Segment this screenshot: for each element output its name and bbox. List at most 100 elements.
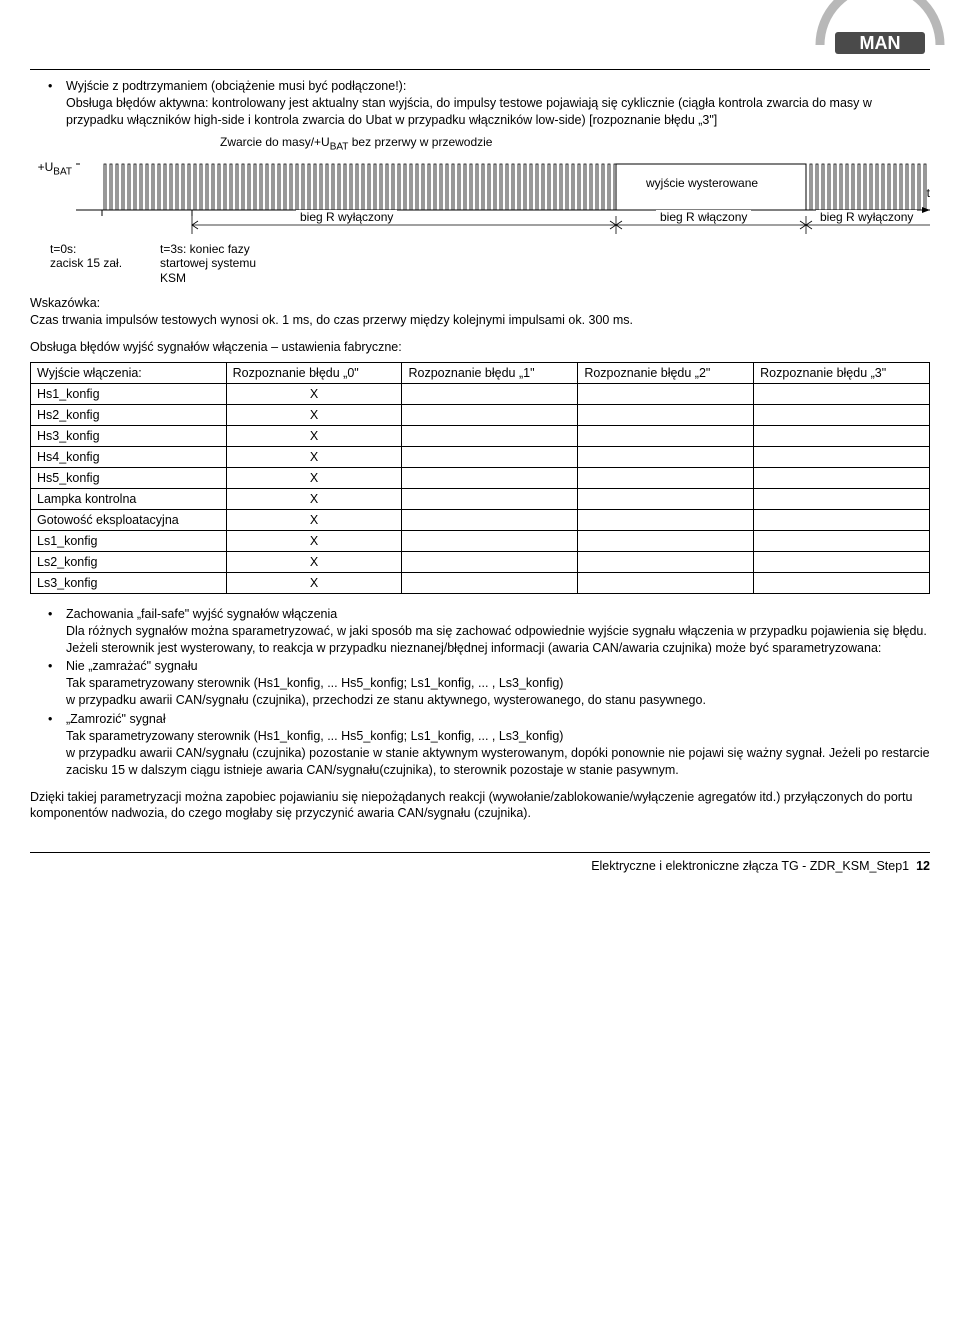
table-cell: [754, 551, 930, 572]
table-cell: [402, 572, 578, 593]
table-cell: X: [226, 446, 402, 467]
bullet-title: „Zamrozić" sygnał: [66, 712, 166, 726]
table-cell: [402, 404, 578, 425]
bullet-text: Wyjście z podtrzymaniem (obciążenie musi…: [66, 79, 406, 93]
table-cell: [754, 509, 930, 530]
table-row: Ls1_konfigX: [31, 530, 930, 551]
table-cell: Lampka kontrolna: [31, 488, 227, 509]
table-cell: X: [226, 383, 402, 404]
table-cell: [402, 509, 578, 530]
table-cell: Hs1_konfig: [31, 383, 227, 404]
table-cell: Gotowość eksploatacyjna: [31, 509, 227, 530]
list-item: „Zamrozić" sygnał Tak sparametryzowany s…: [66, 711, 930, 779]
table-cell: [402, 530, 578, 551]
table-cell: [402, 446, 578, 467]
hint-block: Wskazówka: Czas trwania impulsów testowy…: [30, 295, 930, 329]
table-cell: [578, 467, 754, 488]
table-cell: [578, 551, 754, 572]
hint-body: Czas trwania impulsów testowych wynosi o…: [30, 313, 633, 327]
bullet-title: Nie „zamrażać" sygnału: [66, 659, 198, 673]
table-cell: Ls3_konfig: [31, 572, 227, 593]
table-cell: Ls2_konfig: [31, 551, 227, 572]
table-cell: Hs3_konfig: [31, 425, 227, 446]
table-cell: [578, 488, 754, 509]
table-cell: [578, 425, 754, 446]
table-cell: X: [226, 551, 402, 572]
table-header: Rozpoznanie błędu „1": [402, 362, 578, 383]
segment-brackets: [76, 216, 930, 238]
table-cell: [402, 467, 578, 488]
bullet-body: Dla różnych sygnałów można sparametryzow…: [66, 624, 927, 655]
table-intro: Obsługa błędów wyjść sygnałów włączenia …: [30, 339, 930, 356]
bullet-line: Tak sparametryzowany sterownik (Hs1_konf…: [66, 676, 563, 690]
table-cell: [578, 572, 754, 593]
bullet-list-1: Wyjście z podtrzymaniem (obciążenie musi…: [30, 78, 930, 129]
table-cell: [754, 446, 930, 467]
table-row: Hs5_konfigX: [31, 467, 930, 488]
table-cell: [754, 425, 930, 446]
table-row: Hs3_konfigX: [31, 425, 930, 446]
bullet-line: Tak sparametryzowany sterownik (Hs1_konf…: [66, 729, 563, 743]
bullet-line: w przypadku awarii CAN/sygnału (czujnika…: [66, 693, 706, 707]
table-header: Rozpoznanie błędu „2": [578, 362, 754, 383]
table-row: Ls3_konfigX: [31, 572, 930, 593]
table-cell: [754, 404, 930, 425]
page-header: MAN: [30, 0, 930, 70]
diagram-caption: Zwarcie do masy/+UBAT bez przerwy w prze…: [30, 135, 930, 152]
table-cell: Hs4_konfig: [31, 446, 227, 467]
table-cell: [578, 530, 754, 551]
table-cell: Hs2_konfig: [31, 404, 227, 425]
closing-paragraph: Dzięki takiej parametryzacji można zapob…: [30, 789, 930, 823]
table-header: Wyjście włączenia:: [31, 362, 227, 383]
table-cell: [578, 446, 754, 467]
timing-diagram: Zwarcie do masy/+UBAT bez przerwy w prze…: [30, 135, 930, 286]
table-row: Ls2_konfigX: [31, 551, 930, 572]
table-cell: X: [226, 530, 402, 551]
bullet-continuation: Obsługa błędów aktywna: kontrolowany jes…: [66, 96, 872, 127]
table-cell: X: [226, 467, 402, 488]
table-cell: X: [226, 572, 402, 593]
table-cell: Ls1_konfig: [31, 530, 227, 551]
table-cell: X: [226, 425, 402, 446]
segment-label-1: bieg R wyłączony: [296, 210, 397, 224]
bullet-title: Zachowania „fail-safe" wyjść sygnałów wł…: [66, 607, 337, 621]
segment-label-2: bieg R włączony: [656, 210, 751, 224]
list-item: Nie „zamrażać" sygnału Tak sparametryzow…: [66, 658, 930, 709]
timing-waveform: [76, 158, 930, 216]
page-number: 12: [916, 859, 930, 873]
table-cell: [402, 383, 578, 404]
table-row: Lampka kontrolnaX: [31, 488, 930, 509]
table-header-row: Wyjście włączenia: Rozpoznanie błędu „0"…: [31, 362, 930, 383]
table-cell: [578, 404, 754, 425]
list-item: Wyjście z podtrzymaniem (obciążenie musi…: [66, 78, 930, 129]
table-cell: [402, 425, 578, 446]
t3-label: t=3s: koniec fazy startowej systemu KSM: [160, 242, 360, 285]
table-cell: [402, 551, 578, 572]
table-cell: [402, 488, 578, 509]
page-content: Wyjście z podtrzymaniem (obciążenie musi…: [0, 70, 960, 822]
bullet-list-2: Zachowania „fail-safe" wyjść sygnałów wł…: [30, 606, 930, 779]
table-row: Gotowość eksploatacyjnaX: [31, 509, 930, 530]
table-cell: [754, 572, 930, 593]
bullet-line: w przypadku awarii CAN/sygnału (czujnika…: [66, 746, 930, 777]
table-cell: [578, 509, 754, 530]
t0-label: t=0s: zacisk 15 zał.: [50, 242, 160, 285]
table-cell: [578, 383, 754, 404]
hint-title: Wskazówka:: [30, 296, 100, 310]
table-row: Hs4_konfigX: [31, 446, 930, 467]
table-cell: [754, 383, 930, 404]
y-axis-label: +UBAT: [30, 158, 76, 177]
table-cell: [754, 467, 930, 488]
diagram-overlay-text: wyjście wysterowane: [646, 176, 758, 190]
list-item: Zachowania „fail-safe" wyjść sygnałów wł…: [66, 606, 930, 657]
table-row: Hs2_konfigX: [31, 404, 930, 425]
footer-text: Elektryczne i elektroniczne złącza TG - …: [591, 859, 909, 873]
time-axis-label: t: [927, 186, 930, 200]
table-row: Hs1_konfigX: [31, 383, 930, 404]
table-cell: X: [226, 404, 402, 425]
table-cell: Hs5_konfig: [31, 467, 227, 488]
table-cell: X: [226, 488, 402, 509]
table-cell: [754, 488, 930, 509]
svg-text:MAN: MAN: [860, 33, 901, 53]
segment-label-3: bieg R wyłączony: [816, 210, 917, 224]
